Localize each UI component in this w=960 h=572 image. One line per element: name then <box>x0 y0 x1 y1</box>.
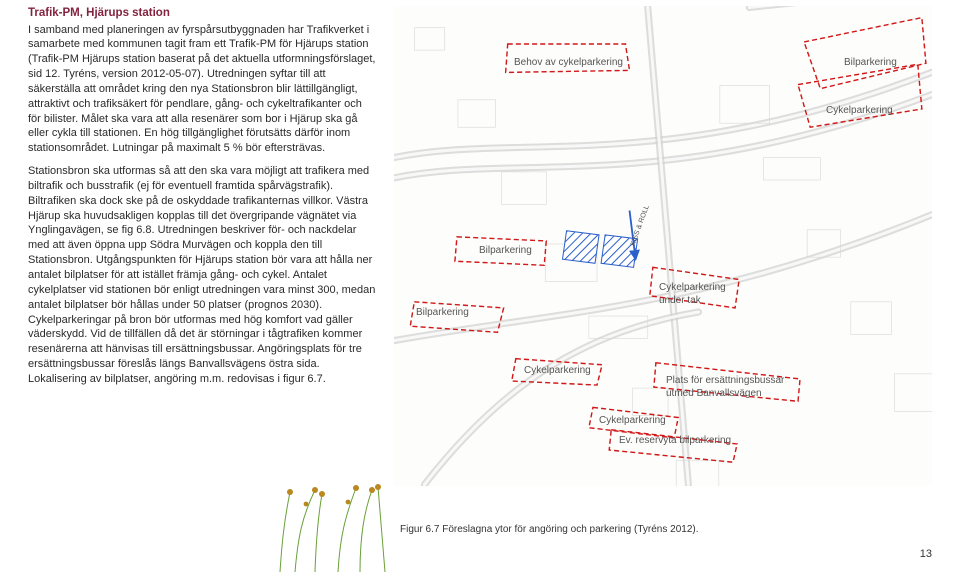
map-label: Behov av cykelparkering <box>514 56 623 70</box>
map-label: Plats för ersättningsbussar <box>666 374 784 388</box>
map-label: Bilparkering <box>844 56 897 70</box>
map-label: Bilparkering <box>479 244 532 258</box>
map-label: Cykelparkering <box>524 364 591 378</box>
section-title: Trafik-PM, Hjärups station <box>28 6 376 22</box>
page-number: 13 <box>920 547 932 562</box>
map-label: Ev. reservyta bilparkering <box>619 434 731 448</box>
figure-caption: Figur 6.7 Föreslagna ytor för angöring o… <box>400 523 699 537</box>
map-label: Cykelparkering <box>826 104 893 118</box>
map-label: utmed Banvallsvägen <box>666 387 762 401</box>
map-label: Cykelparkering <box>659 281 726 295</box>
paragraph-2: Stationsbron ska utformas så att den ska… <box>28 164 376 387</box>
paragraph-1: I samband med planeringen av fyrspårsutb… <box>28 23 376 157</box>
figure-area: Behov av cykelparkering Bilparkering Cykel… <box>394 6 932 486</box>
plant-decoration <box>260 482 420 572</box>
map-label: under tak <box>659 294 701 308</box>
map-label: Bilparkering <box>416 306 469 320</box>
map-label: Cykelparkering <box>599 414 666 428</box>
text-column: Trafik-PM, Hjärups station I samband med… <box>28 6 376 486</box>
